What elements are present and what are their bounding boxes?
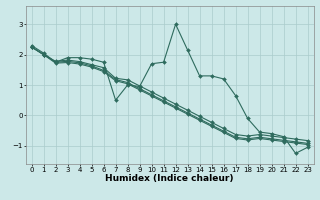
X-axis label: Humidex (Indice chaleur): Humidex (Indice chaleur) bbox=[105, 174, 234, 183]
